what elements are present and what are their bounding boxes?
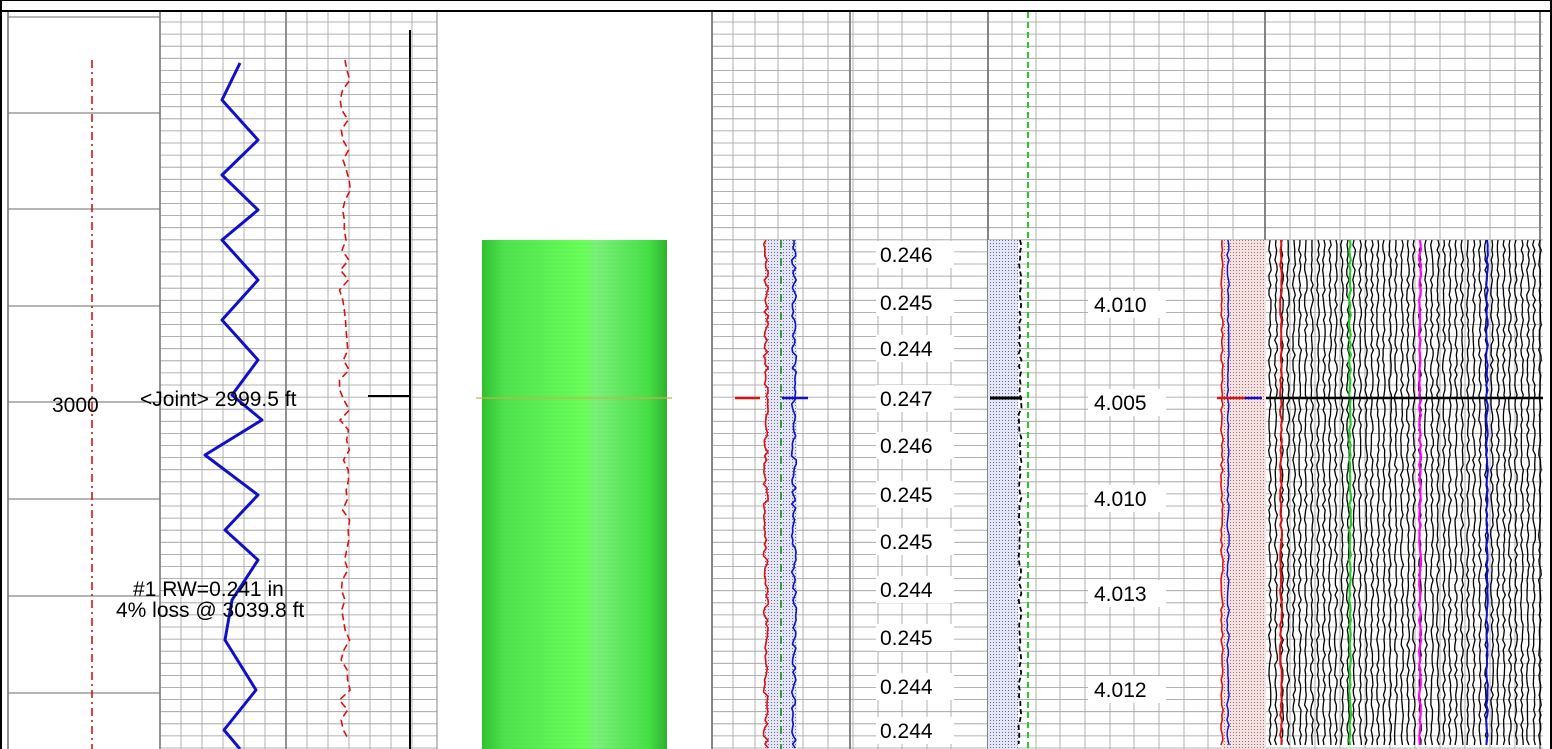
wall-thickness-label-bg xyxy=(876,576,954,603)
wall-thickness-label-bg xyxy=(876,528,954,555)
finger-trace xyxy=(1268,239,1273,746)
finger-trace xyxy=(1351,239,1357,746)
finger-trace xyxy=(1339,239,1345,746)
finger-trace xyxy=(1309,239,1315,746)
label-layer: 3000 <Joint> 2999.5 ft #1 RW=0.241 in 4%… xyxy=(52,388,304,622)
finger-trace xyxy=(1303,239,1309,746)
finger-min-curve xyxy=(1219,239,1225,746)
id-label-bg xyxy=(1088,291,1166,318)
finger-trace xyxy=(1358,239,1363,746)
wall-thickness-label: 0.244 xyxy=(880,338,933,361)
caliper-min-curve xyxy=(762,239,770,749)
casing-image xyxy=(482,240,667,749)
finger-trace xyxy=(1286,239,1291,746)
id-label-bg xyxy=(1088,580,1166,607)
finger-red-trace xyxy=(1279,239,1284,746)
wall-thickness-label-bg xyxy=(876,241,954,268)
finger-trace xyxy=(1273,239,1279,746)
id-label-bg xyxy=(1088,389,1166,416)
finger-trace xyxy=(1471,239,1476,746)
finger-trace xyxy=(1531,239,1537,746)
wall-thickness-label: 0.244 xyxy=(880,720,933,743)
wall-thickness-label-bg xyxy=(876,335,954,362)
id-label: 4.010 xyxy=(1094,488,1147,511)
finger-trace xyxy=(1525,239,1531,746)
finger-green-trace xyxy=(1347,239,1353,746)
wall-thickness-label-bg xyxy=(876,717,954,744)
finger-trace xyxy=(1489,239,1494,746)
wall-thickness-label: 0.246 xyxy=(880,435,933,458)
curve-layer xyxy=(91,12,1543,749)
id-label-bg xyxy=(1088,485,1166,512)
finger-trace xyxy=(1447,239,1453,746)
loss-annotation-line2: 4% loss @ 3039.8 ft xyxy=(116,599,304,622)
wall-thickness-label-bg xyxy=(876,432,954,459)
finger-trace xyxy=(1382,239,1387,746)
finger-trace xyxy=(1327,239,1332,746)
finger-blue-trace xyxy=(1485,239,1490,746)
finger-trace xyxy=(1297,239,1303,746)
ccl-red-dashed-curve xyxy=(338,59,352,741)
finger-trace xyxy=(1429,239,1435,746)
wall-thickness-label: 0.245 xyxy=(880,627,933,650)
id-label: 4.005 xyxy=(1094,392,1147,415)
id-black-dashed-curve xyxy=(1017,239,1023,745)
loss-annotation-line1: #1 RW=0.241 in xyxy=(133,578,284,601)
finger-trace xyxy=(1495,239,1500,746)
wall-thickness-labels: 0.246 0.245 0.244 0.247 0.246 0.245 0.245 0.244… xyxy=(876,241,954,744)
wall-thickness-label: 0.247 xyxy=(880,388,933,411)
finger-trace xyxy=(1388,239,1393,746)
finger-trace xyxy=(1478,239,1483,746)
gamma-ray-curve xyxy=(203,62,264,749)
finger-magenta-trace xyxy=(1417,239,1423,746)
finger-trace xyxy=(1423,239,1428,746)
wall-thickness-label: 0.244 xyxy=(880,579,933,602)
finger-blue-curve xyxy=(1226,239,1230,746)
id-label: 4.013 xyxy=(1094,583,1147,606)
inner-diameter-labels: 4.010 4.005 4.010 4.013 4.012 xyxy=(1088,291,1166,703)
caliper-max-curve xyxy=(790,239,798,749)
finger-trace xyxy=(1321,239,1327,746)
finger-trace xyxy=(1333,239,1339,746)
depth-label: 3000 xyxy=(52,394,99,417)
wall-thickness-label-bg xyxy=(876,481,954,508)
wall-thickness-label: 0.245 xyxy=(880,292,933,315)
finger-trace xyxy=(1369,239,1375,746)
finger-trace xyxy=(1291,239,1297,746)
id-label: 4.010 xyxy=(1094,294,1147,317)
finger-trace xyxy=(1375,239,1381,746)
wall-thickness-label: 0.245 xyxy=(880,484,933,507)
wall-thickness-label-bg xyxy=(876,624,954,651)
finger-trace xyxy=(1406,239,1411,746)
wall-thickness-label: 0.246 xyxy=(880,244,933,267)
finger-trace xyxy=(1411,239,1417,746)
id-label: 4.012 xyxy=(1094,679,1147,702)
wall-thickness-label-bg xyxy=(876,289,954,316)
finger-trace xyxy=(1399,239,1405,746)
finger-trace xyxy=(1507,239,1513,746)
finger-trace xyxy=(1519,239,1525,746)
finger-trace xyxy=(1459,239,1465,746)
finger-trace xyxy=(1465,239,1471,746)
finger-trace xyxy=(1364,239,1369,746)
id-fill xyxy=(988,240,1018,749)
finger-trace xyxy=(1316,239,1321,746)
finger-trace xyxy=(1502,239,1507,746)
joint-annotation: <Joint> 2999.5 ft xyxy=(140,388,297,411)
wall-thickness-label: 0.244 xyxy=(880,676,933,699)
finger-trace xyxy=(1513,239,1519,746)
finger-trace xyxy=(1435,239,1441,746)
finger-trace xyxy=(1454,239,1458,746)
wall-thickness-label-bg xyxy=(876,673,954,700)
wall-thickness-label-bg xyxy=(876,385,954,412)
finger-trace xyxy=(1393,239,1399,746)
finger-trace xyxy=(1441,239,1447,746)
id-label-bg xyxy=(1088,676,1166,703)
finger-trace xyxy=(1537,239,1542,746)
finger-trace xyxy=(1345,239,1351,746)
wall-thickness-label: 0.245 xyxy=(880,531,933,554)
